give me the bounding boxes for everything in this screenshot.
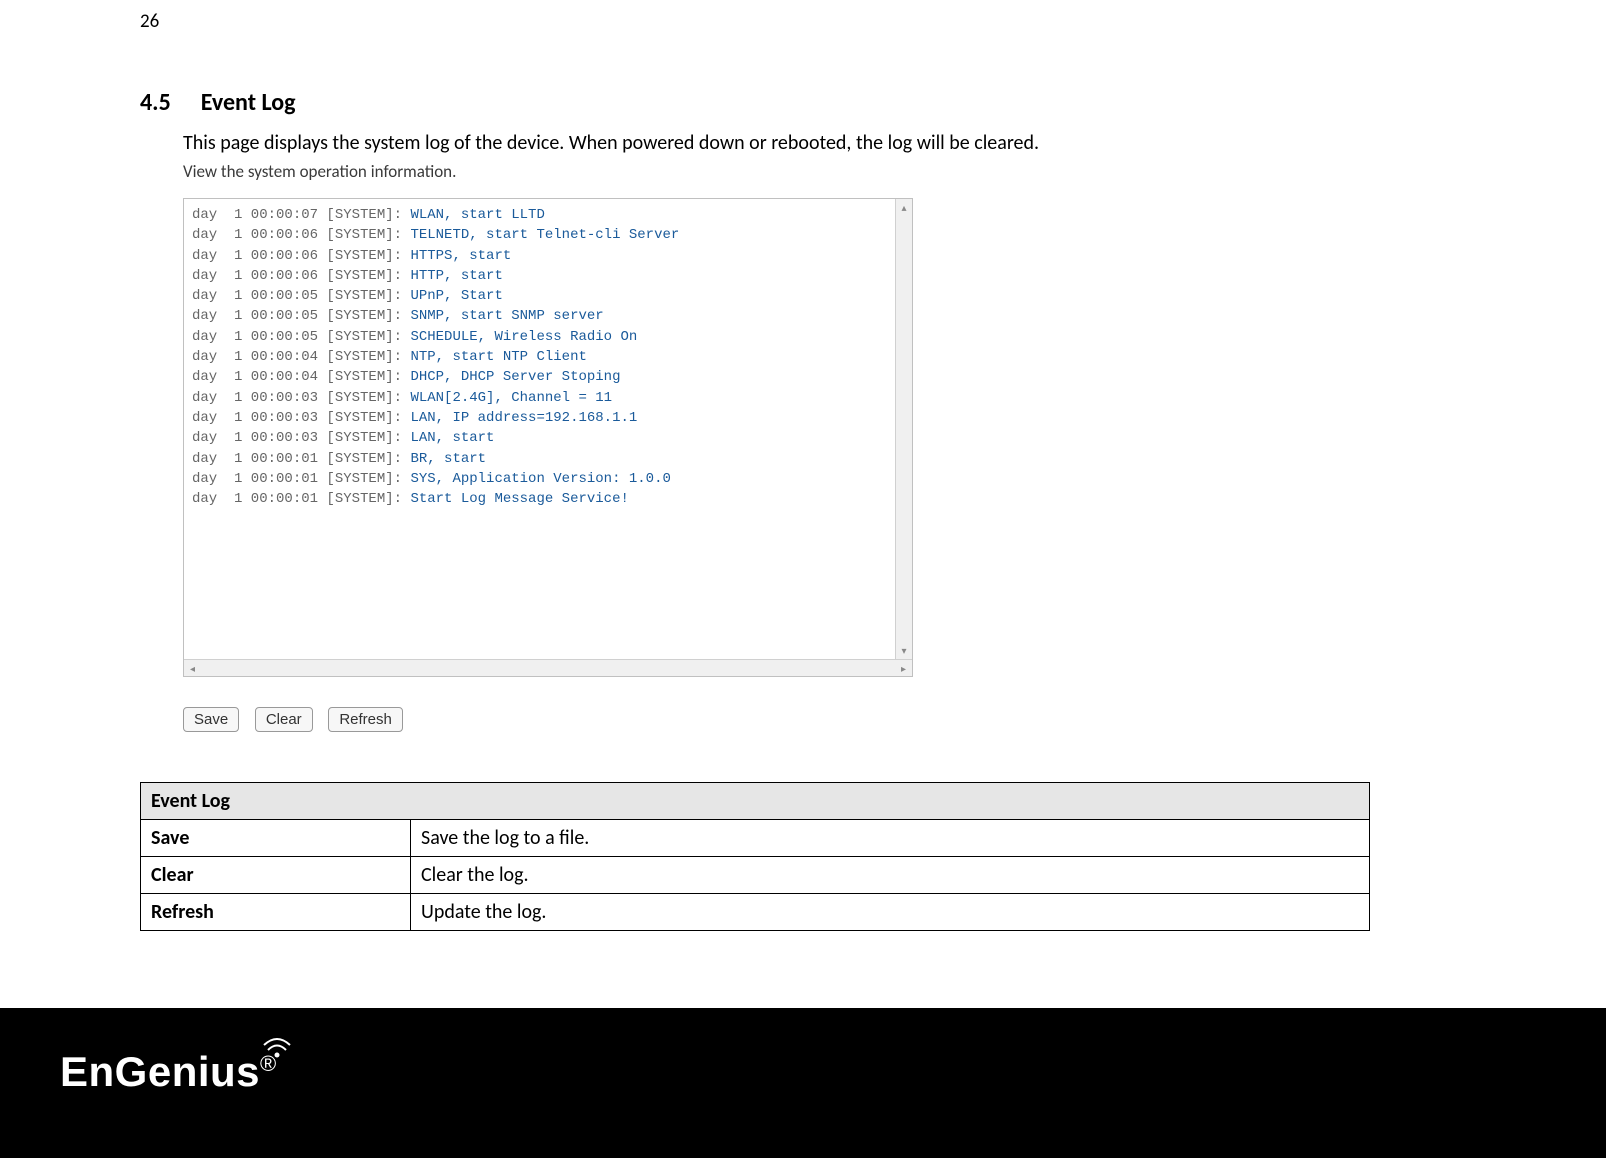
table-val: Clear the log. xyxy=(411,857,1370,894)
section-description: This page displays the system log of the… xyxy=(183,131,1370,155)
log-line-prefix: day 1 00:00:07 [SYSTEM]: xyxy=(192,207,410,223)
subcaption: View the system operation information. xyxy=(183,161,1370,182)
save-button[interactable]: Save xyxy=(183,707,239,732)
vertical-scrollbar[interactable]: ▴ ▾ xyxy=(895,199,912,659)
table-row: Clear Clear the log. xyxy=(141,857,1370,894)
log-line-message: Start Log Message Service! xyxy=(410,491,628,507)
clear-button[interactable]: Clear xyxy=(255,707,313,732)
log-line-message: DHCP, DHCP Server Stoping xyxy=(410,369,620,385)
horizontal-scrollbar[interactable]: ◂ ▸ xyxy=(184,659,912,676)
scroll-down-icon[interactable]: ▾ xyxy=(896,642,912,659)
log-line-prefix: day 1 00:00:05 [SYSTEM]: xyxy=(192,288,410,304)
log-line-prefix: day 1 00:00:06 [SYSTEM]: xyxy=(192,227,410,243)
log-container: day 1 00:00:07 [SYSTEM]: WLAN, start LLT… xyxy=(183,198,913,677)
log-line-prefix: day 1 00:00:01 [SYSTEM]: xyxy=(192,451,410,467)
footer-bar: EnGenius® xyxy=(0,1008,1606,1158)
log-line-prefix: day 1 00:00:06 [SYSTEM]: xyxy=(192,268,410,284)
log-line-prefix: day 1 00:00:01 [SYSTEM]: xyxy=(192,491,410,507)
table-row: Save Save the log to a file. xyxy=(141,820,1370,857)
table-header: Event Log xyxy=(141,783,1370,820)
log-line-message: BR, start xyxy=(410,451,486,467)
log-textarea[interactable]: day 1 00:00:07 [SYSTEM]: WLAN, start LLT… xyxy=(184,199,912,659)
button-row: Save Clear Refresh xyxy=(183,707,1370,732)
log-line-prefix: day 1 00:00:01 [SYSTEM]: xyxy=(192,471,410,487)
section-heading: 4.5 Event Log xyxy=(140,88,1370,117)
table-val: Save the log to a file. xyxy=(411,820,1370,857)
scroll-right-icon[interactable]: ▸ xyxy=(895,660,912,676)
page-number: 26 xyxy=(140,10,159,33)
log-line-prefix: day 1 00:00:05 [SYSTEM]: xyxy=(192,308,410,324)
table-key: Save xyxy=(141,820,411,857)
heading-title: Event Log xyxy=(201,88,296,117)
log-line-message: NTP, start NTP Client xyxy=(410,349,586,365)
page-content: 4.5 Event Log This page displays the syst… xyxy=(140,88,1370,931)
log-line-prefix: day 1 00:00:04 [SYSTEM]: xyxy=(192,369,410,385)
log-line-prefix: day 1 00:00:03 [SYSTEM]: xyxy=(192,410,410,426)
log-line-message: TELNETD, start Telnet-cli Server xyxy=(410,227,679,243)
brand-logo: EnGenius® xyxy=(60,1048,277,1096)
log-line-message: SCHEDULE, Wireless Radio On xyxy=(410,329,637,345)
log-line-prefix: day 1 00:00:05 [SYSTEM]: xyxy=(192,329,410,345)
log-line-prefix: day 1 00:00:03 [SYSTEM]: xyxy=(192,390,410,406)
scroll-left-icon[interactable]: ◂ xyxy=(184,660,201,676)
log-line-message: SNMP, start SNMP server xyxy=(410,308,603,324)
heading-number: 4.5 xyxy=(140,88,171,117)
logo-text: EnGenius xyxy=(60,1048,260,1095)
wifi-icon xyxy=(260,1035,294,1059)
log-line-message: UPnP, Start xyxy=(410,288,502,304)
log-line-message: HTTPS, start xyxy=(410,248,511,264)
table-row: Refresh Update the log. xyxy=(141,894,1370,931)
scroll-up-icon[interactable]: ▴ xyxy=(896,199,912,216)
table-val: Update the log. xyxy=(411,894,1370,931)
log-line-message: SYS, Application Version: 1.0.0 xyxy=(410,471,670,487)
table-header-row: Event Log xyxy=(141,783,1370,820)
log-line-message: LAN, IP address=192.168.1.1 xyxy=(410,410,637,426)
refresh-button[interactable]: Refresh xyxy=(328,707,403,732)
log-line-message: LAN, start xyxy=(410,430,494,446)
table-key: Refresh xyxy=(141,894,411,931)
table-key: Clear xyxy=(141,857,411,894)
description-table: Event Log Save Save the log to a file. C… xyxy=(140,782,1370,931)
log-line-prefix: day 1 00:00:06 [SYSTEM]: xyxy=(192,248,410,264)
log-line-prefix: day 1 00:00:04 [SYSTEM]: xyxy=(192,349,410,365)
log-line-message: WLAN[2.4G], Channel = 11 xyxy=(410,390,612,406)
log-line-message: HTTP, start xyxy=(410,268,502,284)
log-line-prefix: day 1 00:00:03 [SYSTEM]: xyxy=(192,430,410,446)
log-line-message: WLAN, start LLTD xyxy=(410,207,544,223)
